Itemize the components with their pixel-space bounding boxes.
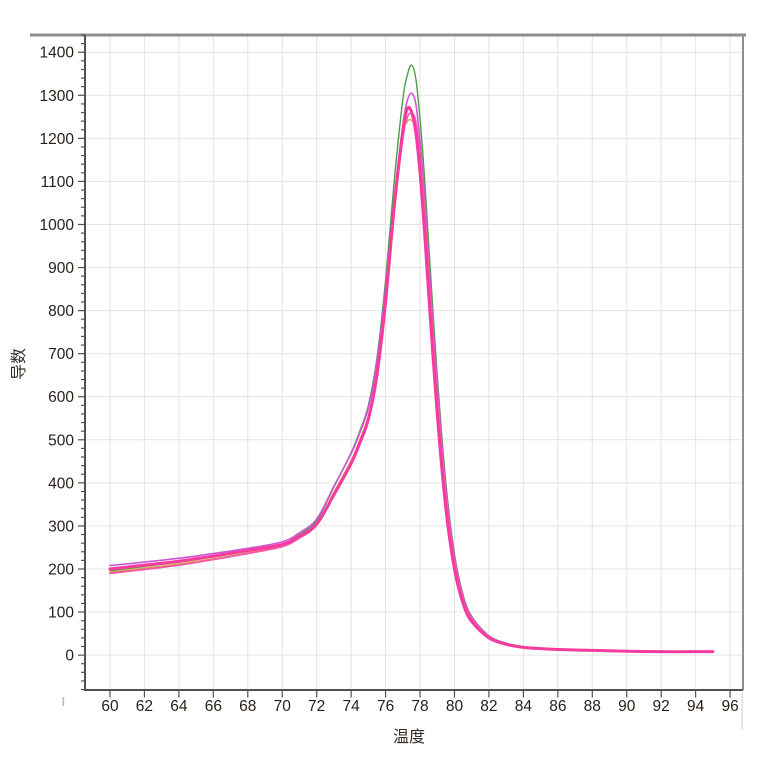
x-tick-label: 80 [446, 698, 464, 715]
y-tick-label: 1100 [41, 174, 75, 191]
y-tick-label: 500 [48, 432, 74, 449]
x-tick-label: 78 [411, 698, 428, 715]
x-tick-label: 88 [584, 698, 601, 715]
y-tick-label: 600 [48, 389, 74, 406]
y-tick-label: 400 [48, 475, 74, 492]
x-tick-label: 62 [136, 698, 153, 715]
y-tick-label: 1200 [40, 131, 75, 148]
x-tick-label: 70 [274, 698, 292, 715]
x-tick-label: 60 [101, 698, 119, 715]
series-light-pink-melt-curve [109, 112, 714, 653]
y-tick-label: 800 [48, 303, 74, 320]
x-tick-label: 94 [687, 698, 705, 715]
x-tick-label: 92 [653, 698, 670, 715]
series-orange-melt-curve [109, 118, 714, 653]
y-tick-label: 1300 [40, 88, 75, 105]
y-tick-label: 1000 [40, 217, 75, 234]
y-tick-label: 1400 [40, 45, 75, 62]
x-tick-label: 96 [721, 698, 738, 715]
y-tick-label: 300 [48, 518, 74, 535]
series-hot-pink-melt-curve [108, 105, 715, 654]
x-tick-label: 76 [377, 698, 394, 715]
y-axis-title: 导数 [10, 348, 28, 380]
y-tick-label: 0 [65, 648, 74, 665]
y-tick-label: 100 [48, 605, 74, 622]
series-orchid-melt-curve [109, 92, 714, 653]
x-tick-label: 66 [205, 698, 222, 715]
y-tick-label: 700 [48, 346, 74, 363]
frame-artifact-line [741, 693, 743, 729]
x-tick-label: 90 [618, 698, 636, 715]
series-green-melt-curve [109, 64, 714, 653]
x-tick-label: 84 [515, 698, 533, 715]
y-tick-label: 900 [48, 260, 74, 277]
stray-tick-mark [62, 697, 65, 706]
x-axis-title: 温度 [393, 728, 425, 746]
x-tick-label: 64 [170, 698, 188, 715]
x-tick-label: 72 [308, 698, 325, 715]
x-tick-label: 68 [239, 698, 256, 715]
x-tick-label: 74 [343, 698, 361, 715]
x-tick-label: 82 [480, 698, 497, 715]
y-tick-label: 200 [48, 561, 74, 578]
x-tick-label: 86 [549, 698, 566, 715]
